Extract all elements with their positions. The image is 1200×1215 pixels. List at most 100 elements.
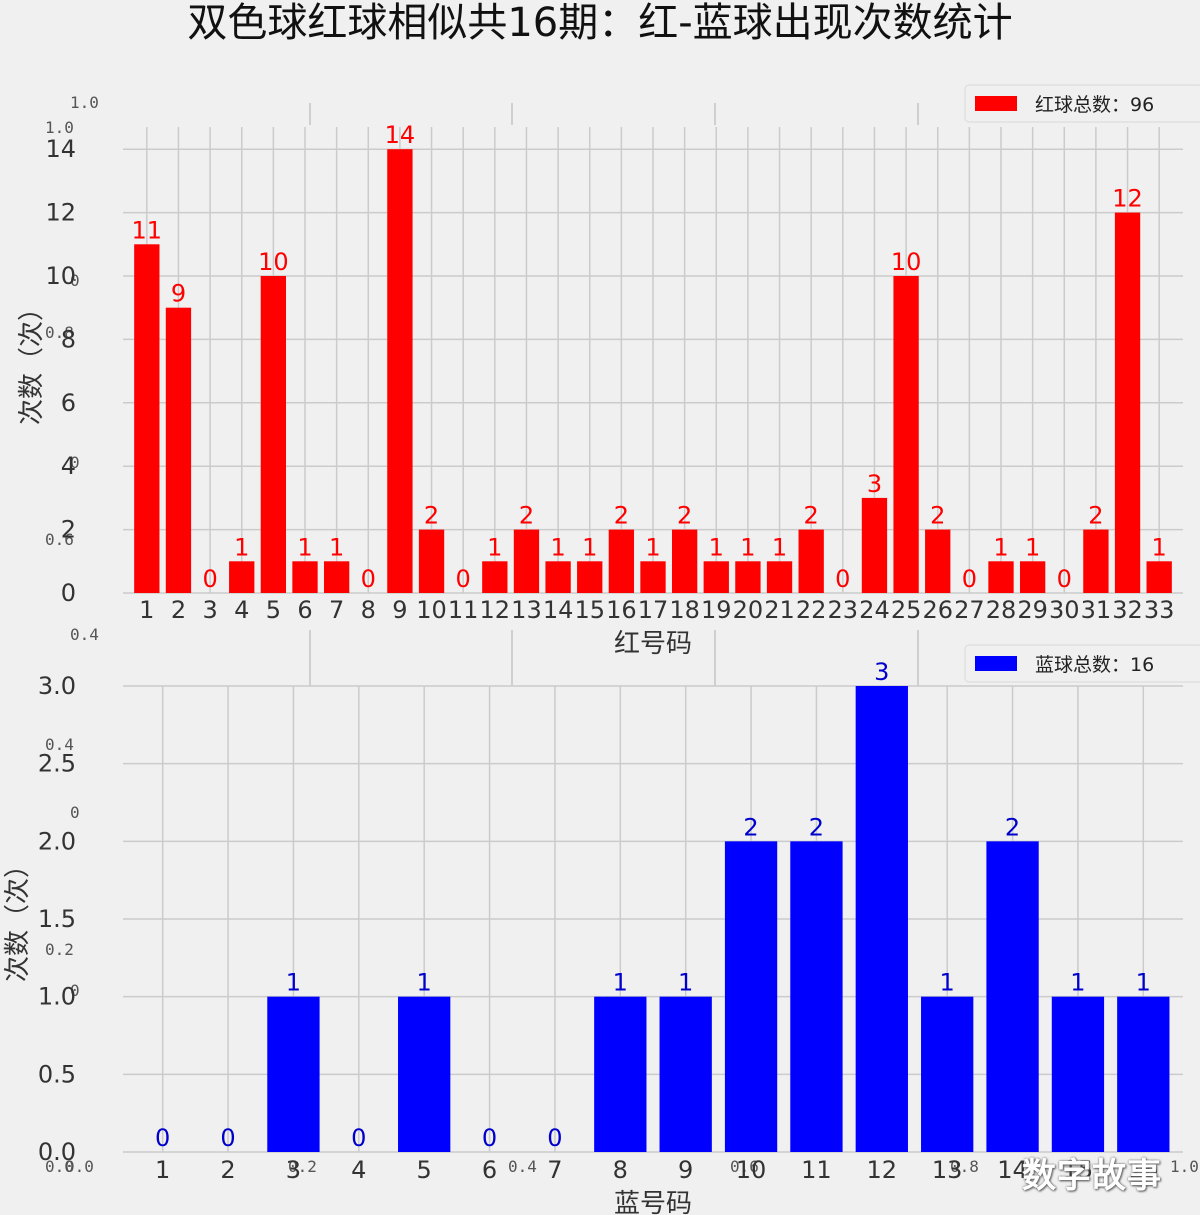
ghost-tick-label: 0.6 <box>730 1157 759 1176</box>
bar <box>545 561 571 593</box>
bar-value-label: 1 <box>1025 533 1040 561</box>
y-axis-label: 次数（次） <box>3 852 33 982</box>
bar-value-label: 2 <box>519 502 534 530</box>
x-tick-label: 20 <box>733 596 764 624</box>
x-tick-label: 2 <box>220 1156 235 1184</box>
x-tick-label: 32 <box>1112 596 1143 624</box>
bar-value-label: 1 <box>740 533 755 561</box>
y-tick-label: 0 <box>61 579 76 607</box>
x-tick-label: 13 <box>511 596 542 624</box>
x-tick-label: 16 <box>606 596 637 624</box>
ghost-tick-label: 0 <box>70 981 80 1000</box>
bar <box>893 275 919 593</box>
x-tick-label: 14 <box>543 596 574 624</box>
bar <box>267 996 320 1152</box>
bar-value-label: 1 <box>1136 969 1151 997</box>
x-tick-label: 10 <box>736 1156 767 1184</box>
bar-value-label: 10 <box>258 248 289 276</box>
y-tick-label: 4 <box>61 452 76 480</box>
ghost-axis-layer: 1.0 1.0 0 0.8 0 0.6 0.4 0.4 0 0.2 0 0.00.0 0.2 0.4 0.6… <box>45 93 1199 1176</box>
bar-value-label: 2 <box>1088 502 1103 530</box>
legend-swatch <box>975 656 1017 671</box>
ghost-tick-label: 0 <box>70 453 80 472</box>
x-tick-label: 8 <box>613 1156 628 1184</box>
bar-value-label: 1 <box>772 533 787 561</box>
x-tick-label: 7 <box>547 1156 562 1184</box>
bar <box>925 529 951 593</box>
y-tick-label: 6 <box>61 389 76 417</box>
y-tick-label: 2 <box>61 516 76 544</box>
bar <box>594 996 647 1152</box>
bar-value-label: 2 <box>677 502 692 530</box>
ghost-tick-label: 0.4 <box>70 625 99 644</box>
x-tick-label: 21 <box>764 596 795 624</box>
bar-value-label: 1 <box>709 533 724 561</box>
x-tick-label: 18 <box>669 596 700 624</box>
bar <box>418 529 445 593</box>
bar-value-label: 1 <box>645 533 660 561</box>
legend-label: 红球总数：96 <box>1035 94 1154 116</box>
x-tick-label: 25 <box>891 596 922 624</box>
x-tick-label: 3 <box>286 1156 301 1184</box>
bar-value-label: 1 <box>582 533 597 561</box>
x-tick-label: 16 <box>1128 1156 1159 1184</box>
y-tick-label: 2.0 <box>38 827 76 855</box>
bar <box>513 529 540 593</box>
bar <box>229 561 255 593</box>
x-tick-label: 11 <box>801 1156 832 1184</box>
bar <box>735 561 761 593</box>
bar-value-label: 1 <box>234 533 249 561</box>
x-tick-label: 15 <box>574 596 605 624</box>
bar <box>798 529 824 593</box>
bar-value-label: 0 <box>962 565 977 593</box>
bar-value-label: 1 <box>286 969 301 997</box>
bar <box>292 561 318 593</box>
x-tick-label: 17 <box>638 596 669 624</box>
ghost-tick-label: 0.2 <box>45 940 74 959</box>
y-tick-label: 3.0 <box>38 672 76 700</box>
bar-value-label: 1 <box>613 969 628 997</box>
bar-value-label: 0 <box>1057 565 1072 593</box>
x-tick-label: 24 <box>859 596 890 624</box>
bar <box>1117 996 1170 1152</box>
bar-value-label: 2 <box>424 502 439 530</box>
bar-value-label: 0 <box>202 565 217 593</box>
x-tick-label: 5 <box>417 1156 432 1184</box>
bar-value-label: 1 <box>1152 533 1167 561</box>
bar <box>855 686 908 1152</box>
bar-value-label: 12 <box>1112 185 1143 213</box>
bar <box>671 529 698 593</box>
x-tick-label: 22 <box>796 596 827 624</box>
ghost-tick-label: 0.6 <box>45 530 74 549</box>
x-tick-label: 14 <box>997 1156 1028 1184</box>
bar-value-label: 1 <box>417 969 432 997</box>
bar-value-label: 1 <box>940 969 955 997</box>
bar-value-label: 1 <box>1070 969 1085 997</box>
x-tick-label: 12 <box>867 1156 898 1184</box>
bar-value-label: 2 <box>804 502 819 530</box>
legend-swatch <box>975 96 1017 111</box>
x-tick-label: 1 <box>139 596 154 624</box>
blue-ball-chart: 0.00.51.01.52.02.53.00102130415060718192… <box>3 644 1200 1215</box>
x-tick-label: 26 <box>922 596 953 624</box>
x-tick-label: 29 <box>1017 596 1048 624</box>
x-tick-label: 4 <box>234 596 249 624</box>
y-tick-label: 8 <box>61 325 76 353</box>
bar <box>703 561 729 593</box>
ghost-tick-label: 0.0 <box>45 1157 74 1176</box>
bar <box>1051 996 1105 1152</box>
ghost-tick-label: 1.0 <box>45 118 74 137</box>
bar-value-label: 0 <box>835 565 850 593</box>
x-tick-label: 2 <box>171 596 186 624</box>
ghost-tick-label: 0.0 <box>65 1157 94 1176</box>
bar-value-label: 1 <box>297 533 312 561</box>
x-tick-label: 1 <box>155 1156 170 1184</box>
bar <box>482 561 508 593</box>
bar-value-label: 10 <box>891 248 922 276</box>
y-tick-label: 0.0 <box>38 1138 76 1166</box>
ghost-tick-label: 1.0 <box>70 93 99 112</box>
bar-value-label: 3 <box>867 470 882 498</box>
bar-value-label: 1 <box>329 533 344 561</box>
bar-value-label: 0 <box>351 1124 366 1152</box>
